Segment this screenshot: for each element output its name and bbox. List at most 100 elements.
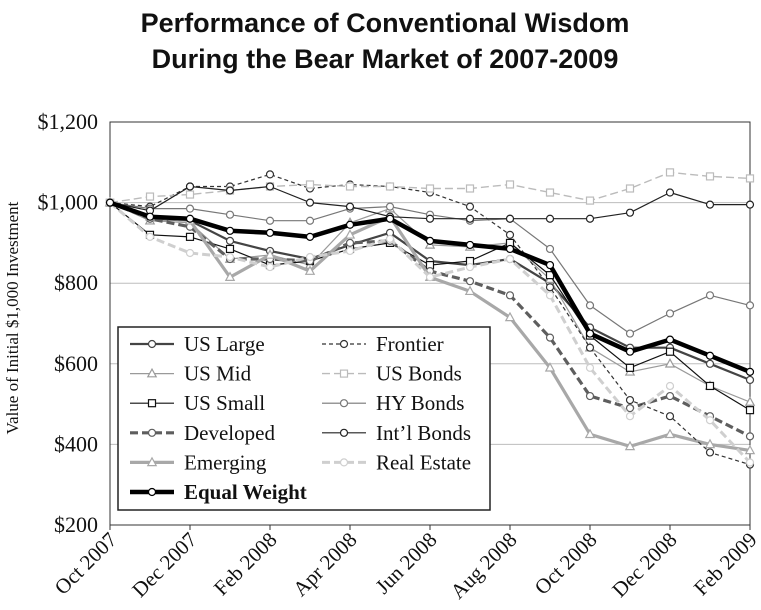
x-tick-label: Feb 2008 [209,528,282,601]
data-point-frontier [625,395,635,405]
data-point-frontier [585,343,595,352]
legend-label: Developed [184,421,275,445]
data-point-hy-bonds [225,210,235,219]
data-point-us-large [705,359,715,368]
data-point-int-l-bonds [185,182,195,191]
data-point-emerging [504,311,516,322]
data-point-real-estate [225,252,235,262]
x-tick-label: Oct 2007 [50,528,122,600]
data-point-developed [665,391,675,401]
data-point-hy-bonds [265,216,275,225]
data-point-us-bonds [305,180,315,189]
legend-marker [147,487,157,497]
data-point-equal-weight [345,220,355,229]
legend-entry-us-small: US Small [130,391,265,415]
data-point-us-small [705,381,715,391]
data-point-real-estate [265,262,275,272]
data-point-developed [545,333,555,342]
data-point-emerging [264,249,276,259]
legend-marker [339,399,349,408]
data-point-real-estate [745,458,755,467]
data-point-equal-weight [705,351,715,360]
y-tick-label: $200 [54,512,98,537]
y-tick-label: $1,200 [38,109,99,134]
data-point-int-l-bonds [265,182,275,191]
data-point-hy-bonds [305,216,315,225]
legend-label: HY Bonds [376,391,464,415]
data-point-int-l-bonds [745,200,755,209]
data-point-hy-bonds [545,244,555,254]
data-point-equal-weight [545,260,555,270]
plot-area-border [109,121,751,526]
data-point-real-estate [385,234,395,243]
data-point-equal-weight [265,228,275,237]
data-point-equal-weight [305,232,315,241]
data-point-equal-weight [385,214,395,223]
data-point-frontier [665,412,675,421]
data-point-hy-bonds [745,301,755,310]
data-point-us-bonds [745,174,755,183]
legend-marker [147,399,157,408]
legend-box [117,326,491,511]
series-line-real-estate [109,201,752,464]
data-point-equal-weight [185,214,195,223]
data-point-us-bonds [545,188,555,197]
x-tick-labels: Oct 2007 Dec 2007 Feb 2008 Apr 2008 Jun 2008… [50,525,761,604]
y-tick-label: $1,000 [38,190,99,215]
data-point-us-bonds [345,182,355,191]
data-point-equal-weight [585,329,595,338]
y-axis-label: Value of Initial $1,000 Investment [3,201,22,434]
data-point-int-l-bonds [225,186,235,195]
x-tick-label: Dec 2008 [607,528,681,602]
data-point-us-mid [664,358,676,368]
legend-entry-hy-bonds: HY Bonds [322,391,464,415]
data-point-int-l-bonds [585,214,595,223]
data-point-frontier [505,230,515,239]
legend-marker [339,369,349,378]
legend-entry-us-large: US Large [130,332,265,356]
data-point-emerging [704,438,716,449]
data-point-hy-bonds [585,301,595,310]
data-point-frontier [545,283,555,292]
data-point-real-estate [585,363,595,372]
data-point-us-small [185,232,195,241]
data-point-developed [345,238,355,247]
data-point-us-bonds [145,192,155,201]
data-point-int-l-bonds [305,198,315,207]
data-point-int-l-bonds [625,208,635,217]
data-point-us-bonds [465,184,475,193]
legend-label: Emerging [184,450,267,474]
data-point-developed [505,291,515,300]
legend-label: Equal Weight [184,480,307,504]
x-tick-label: Oct 2008 [530,528,602,600]
data-point-us-bonds [625,184,635,193]
data-point-us-small [625,363,635,372]
legend-label: US Mid [184,362,252,386]
data-point-real-estate [345,246,355,256]
legend-label: US Bonds [376,362,462,386]
data-point-developed [625,404,635,413]
data-point-developed [585,391,595,401]
data-point-frontier [705,448,715,457]
data-point-frontier [465,202,475,211]
data-point-hy-bonds [185,204,195,213]
data-point-emerging [584,428,596,439]
data-point-int-l-bonds [345,202,355,211]
data-point-real-estate [305,252,315,262]
data-point-real-estate [145,232,155,241]
data-point-us-small [665,347,675,356]
legend-entry-us-mid: US Mid [130,362,252,386]
data-point-us-bonds [185,190,195,199]
data-point-real-estate [705,416,715,425]
data-point-hy-bonds [385,202,395,211]
data-point-real-estate [465,262,475,272]
legend-label: Real Estate [376,450,471,474]
series-layer [104,168,756,469]
legend-marker [146,367,158,378]
chart-title-line-2: During the Bear Market of 2007-2009 [152,44,619,74]
legend-marker [146,456,158,467]
data-point-us-bonds [505,180,515,189]
data-point-frontier [265,170,275,179]
legend-marker [147,428,157,437]
